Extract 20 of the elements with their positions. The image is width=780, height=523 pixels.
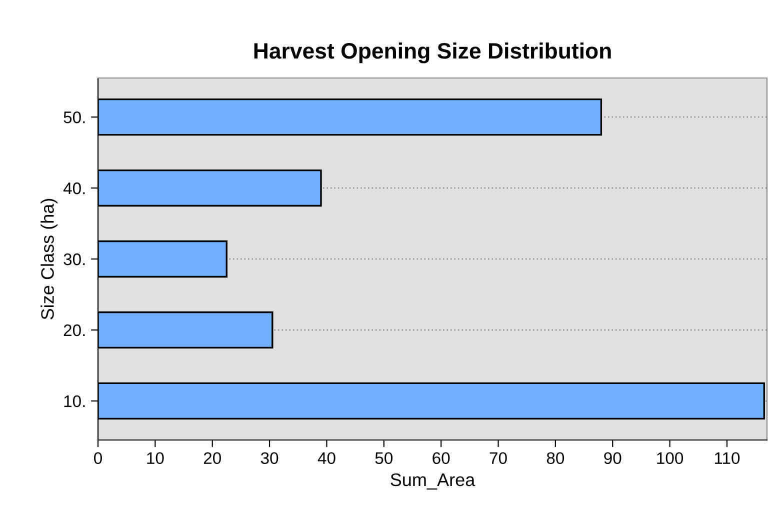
y-tick-label: 50. [64,111,85,124]
y-tick-label: 20. [64,324,85,336]
x-tick-label: 40 [318,452,336,464]
y-tick-label: 40. [63,182,85,194]
x-tick-label: 50 [375,452,393,464]
y-tick-label: 30. [64,253,85,266]
x-tick-label: 60 [432,452,450,464]
x-tick-label: 110 [714,452,740,464]
chart-title: Harvest Opening Size Distribution [254,42,611,64]
x-axis-title: Sum_Area [390,473,476,490]
x-tick-label: 0 [94,452,102,464]
y-axis-title: Size Class (ha) [40,198,58,320]
x-tick-label: 70 [490,452,507,464]
x-tick-label: 80 [546,452,564,464]
x-tick-label: 100 [657,452,684,464]
x-tick-label: 10 [147,452,164,464]
x-tick-label: 20 [204,452,221,464]
x-tick-label: 30 [260,452,278,464]
x-tick-label: 90 [604,452,622,464]
y-tick-label: 10. [64,395,85,408]
